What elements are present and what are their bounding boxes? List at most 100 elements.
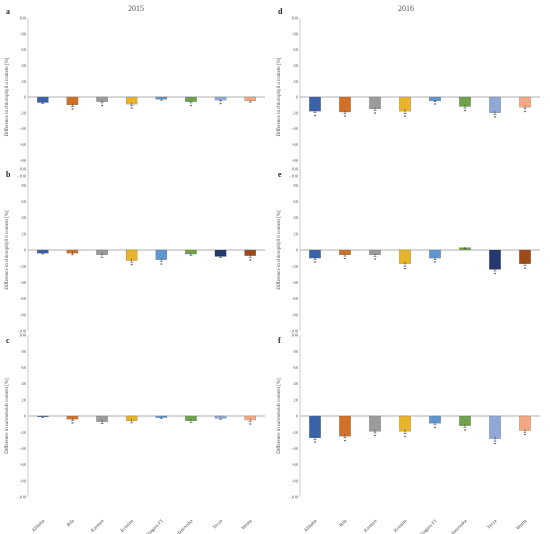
- year-label-2016: 2016: [398, 4, 414, 13]
- y-tick-label: 0: [24, 414, 27, 419]
- significance-star: *: [404, 435, 407, 441]
- x-tick-label: Tecza: [212, 518, 224, 530]
- significance-star: *: [314, 114, 317, 120]
- panel-letter-f: f: [278, 336, 281, 345]
- significance-star: *: [494, 272, 497, 278]
- significance-star: *: [101, 104, 104, 110]
- panel-a: a 100 80 60 40 20 0 -20 -40 -60 -80 -100 Difference …: [5, 7, 265, 179]
- significance-star: *: [249, 422, 252, 428]
- y-tick-label: -80: [292, 312, 299, 317]
- x-tick-label: Alibaba: [31, 518, 46, 533]
- significance-star: *: [344, 439, 347, 445]
- bar: [369, 96, 381, 109]
- y-tick-label: 20: [21, 397, 26, 402]
- x-tick-label: Niagara F1: [419, 519, 439, 534]
- y-tick-label: -60: [292, 142, 299, 147]
- y-tick-label: 100: [291, 167, 299, 172]
- y-tick-label: 80: [293, 349, 298, 354]
- y-tick-label: 100: [291, 333, 299, 338]
- y-tick-label: 0: [296, 95, 299, 100]
- bar: [519, 249, 531, 264]
- y-tick-label: 40: [293, 63, 298, 68]
- y-tick-label: -40: [20, 126, 27, 131]
- significance-star: *: [344, 257, 347, 263]
- significance-star: *: [71, 421, 74, 427]
- y-tick-label: 60: [293, 365, 298, 370]
- y-tick-label: -100: [18, 174, 27, 179]
- y-tick-label: -80: [20, 478, 27, 483]
- y-tick-label: -60: [20, 142, 27, 147]
- significance-star: *: [524, 433, 527, 439]
- significance-star: *: [494, 442, 497, 448]
- y-tick-label: -40: [20, 280, 27, 285]
- y-tick-label: 60: [21, 365, 26, 370]
- y-tick-label: -20: [20, 110, 27, 115]
- significance-star: *: [374, 257, 377, 263]
- y-tick-label: -60: [292, 462, 299, 467]
- y-tick-label: -80: [20, 312, 27, 317]
- bar: [489, 96, 501, 113]
- significance-star: *: [219, 102, 222, 108]
- y-tick-label: -40: [292, 126, 299, 131]
- y-tick-label: -40: [20, 446, 27, 451]
- y-tick-label: 40: [21, 63, 26, 68]
- x-tick-label: Bila: [339, 518, 349, 528]
- significance-star: *: [404, 267, 407, 273]
- x-tick-label: Karmen: [363, 519, 378, 534]
- y-tick-label: -20: [20, 264, 27, 269]
- y-tick-label: 40: [293, 215, 298, 220]
- y-tick-label: 80: [21, 31, 26, 36]
- significance-star: *: [160, 262, 163, 268]
- y-axis-title: Difference in chlorophyll b content [%]: [277, 210, 282, 290]
- y-tick-label: 20: [293, 397, 298, 402]
- y-tick-label: -20: [292, 264, 299, 269]
- y-axis-title: Difference in carotenoids content [%]: [5, 378, 10, 454]
- significance-star: *: [434, 426, 437, 432]
- significance-star: *: [314, 261, 317, 267]
- bar: [309, 96, 321, 112]
- y-tick-label: -80: [292, 478, 299, 483]
- y-tick-label: 0: [24, 248, 27, 253]
- panel-letter-b: b: [6, 170, 11, 179]
- y-tick-label: 20: [21, 79, 26, 84]
- panel-letter-d: d: [278, 7, 283, 16]
- y-tick-label: -80: [20, 158, 27, 163]
- significance-star: *: [190, 104, 193, 110]
- significance-star: *: [524, 110, 527, 116]
- significance-star: *: [434, 261, 437, 267]
- bar: [489, 415, 501, 439]
- y-tick-label: 100: [291, 16, 299, 21]
- panel-d: d 100 80 60 40 20 0 -20 -40 -60 -80 -100 Difference …: [277, 7, 540, 179]
- significance-star: *: [404, 115, 407, 121]
- bar: [519, 415, 531, 431]
- y-tick-label: -100: [290, 174, 299, 179]
- bar: [369, 415, 381, 432]
- significance-star: *: [71, 107, 74, 113]
- panel-letter-a: a: [6, 7, 10, 16]
- y-tick-label: -40: [292, 280, 299, 285]
- x-tick-label: Wenta: [516, 518, 529, 531]
- y-tick-label: -60: [20, 462, 27, 467]
- significance-star: *: [434, 103, 437, 109]
- significance-star: *: [344, 115, 347, 121]
- x-tick-label: Alibaba: [304, 518, 319, 533]
- y-tick-label: -100: [290, 329, 299, 334]
- y-tick-label: 40: [21, 381, 26, 386]
- y-axis-title: Difference in carotenoids content [%]: [277, 378, 282, 454]
- y-tick-label: -20: [20, 430, 27, 435]
- y-tick-label: 80: [21, 183, 26, 188]
- x-tick-label: Bila: [66, 518, 76, 528]
- y-tick-label: 20: [21, 231, 26, 236]
- significance-star: *: [464, 428, 467, 434]
- y-tick-label: 60: [293, 199, 298, 204]
- y-axis-title: Difference in chlorophyll b content [%]: [5, 210, 10, 290]
- y-tick-label: 20: [293, 79, 298, 84]
- y-tick-label: 100: [19, 16, 27, 21]
- bar: [489, 249, 501, 270]
- x-tick-label: Tecza: [487, 518, 499, 530]
- y-tick-label: -100: [290, 495, 299, 500]
- y-tick-label: -20: [292, 430, 299, 435]
- panel-c: c 100 80 60 40 20 0 -20 -40 -60 -80 -100 Difference …: [5, 333, 265, 534]
